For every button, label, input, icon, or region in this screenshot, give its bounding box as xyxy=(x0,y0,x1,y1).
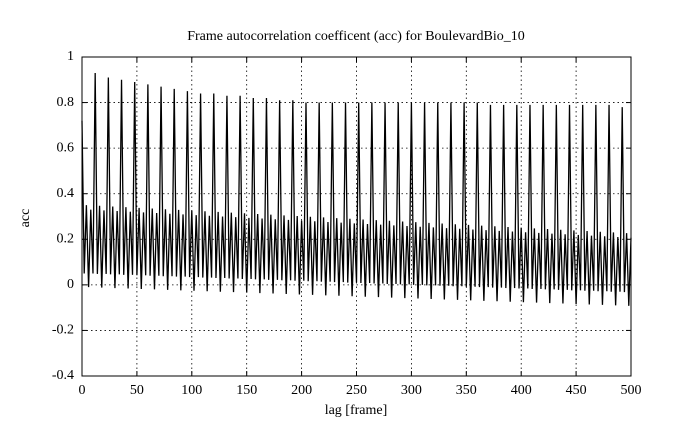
x-tick-label: 500 xyxy=(621,383,642,398)
x-tick-label: 200 xyxy=(291,383,312,398)
y-axis-label: acc xyxy=(18,209,33,228)
x-axis-label: lag [frame] xyxy=(325,403,388,418)
y-tick-label: 0.8 xyxy=(57,95,75,110)
plot-frame xyxy=(81,56,632,377)
y-tick-label: -0.2 xyxy=(52,323,74,338)
x-tick-label: 250 xyxy=(346,383,367,398)
y-tick-label: 0.6 xyxy=(57,140,75,155)
x-tick-label: 400 xyxy=(511,383,532,398)
x-tick-label: 0 xyxy=(79,383,86,398)
x-tick-label: 50 xyxy=(130,383,144,398)
y-tick-label: 0.4 xyxy=(57,186,75,201)
x-tick-label: 150 xyxy=(236,383,257,398)
y-tick-label: 1 xyxy=(67,49,74,64)
y-tick-label: 0 xyxy=(67,277,74,292)
y-tick-label: 0.2 xyxy=(57,232,75,247)
chart-title: Frame autocorrelation coefficent (acc) f… xyxy=(187,29,525,44)
data-line xyxy=(81,72,632,306)
x-tick-label: 300 xyxy=(401,383,422,398)
y-tick-label: -0.4 xyxy=(52,368,74,383)
x-tick-label: 450 xyxy=(566,383,587,398)
x-tick-label: 100 xyxy=(181,383,202,398)
x-tick-label: 350 xyxy=(456,383,477,398)
